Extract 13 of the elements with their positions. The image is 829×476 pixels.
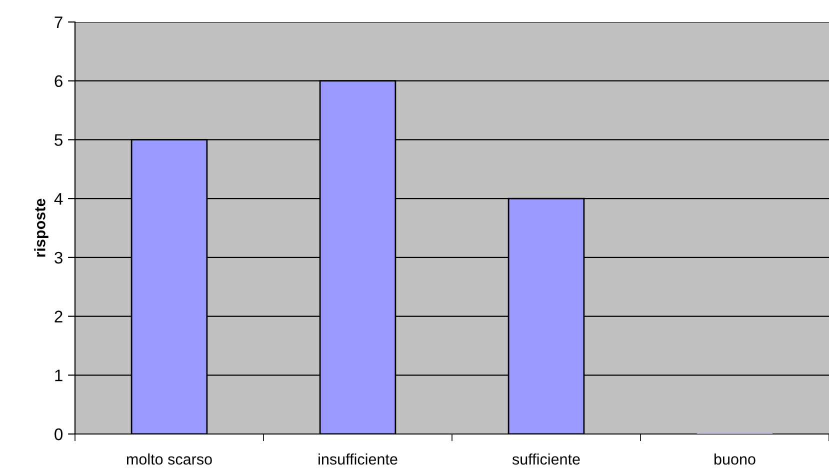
x-tick-label: molto scarso bbox=[126, 453, 212, 465]
y-tick-label: 2 bbox=[54, 310, 62, 322]
y-axis-title: risposte bbox=[34, 198, 48, 257]
x-tick-label: insufficiente bbox=[318, 453, 398, 465]
y-tick-label: 5 bbox=[54, 134, 62, 146]
y-tick-label: 4 bbox=[54, 193, 63, 205]
x-tick-label: buono bbox=[714, 453, 756, 465]
y-tick-label: 1 bbox=[55, 370, 62, 382]
y-tick-label: 3 bbox=[54, 252, 62, 264]
y-tick-label: 0 bbox=[54, 428, 63, 440]
x-tick-label: sufficiente bbox=[512, 453, 580, 465]
y-tick-label: 7 bbox=[54, 16, 62, 28]
y-tick-label: 6 bbox=[54, 75, 62, 88]
